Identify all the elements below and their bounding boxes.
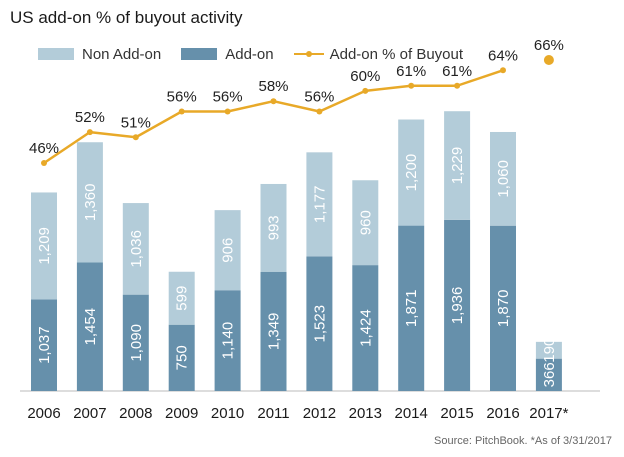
bar-addon: [306, 256, 333, 391]
bar-label-addon: 1,140: [220, 322, 237, 360]
pct-label: 56%: [304, 89, 334, 106]
bar-non-addon: [352, 180, 379, 266]
pct-label: 58%: [258, 78, 288, 95]
x-tick-label: 2012: [303, 405, 336, 422]
pct-point: [500, 67, 506, 74]
pct-label: 46%: [29, 140, 59, 157]
pct-label: 56%: [167, 89, 197, 106]
bar-label-addon: 1,454: [82, 308, 99, 346]
legend-label-addon: Add-on: [225, 45, 274, 63]
x-tick-label: 2007: [73, 405, 106, 422]
pct-point: [41, 160, 47, 166]
legend-label-pct: Add-on % of Buyout: [329, 45, 464, 63]
legend-item-non-addon: Non Add-on: [38, 46, 161, 63]
bar-label-addon: 1,349: [266, 313, 283, 351]
bar-addon: [168, 324, 195, 391]
bar-label-addon: 750: [174, 345, 191, 370]
bar-addon: [352, 265, 379, 391]
pct-label: 60%: [350, 68, 380, 85]
x-tick-label: 2014: [395, 405, 428, 422]
bar-label-non-addon: 960: [357, 210, 374, 235]
pct-point: [454, 82, 461, 89]
bar-non-addon: [122, 203, 149, 295]
bar-non-addon: [76, 142, 103, 263]
pct-label: 61%: [442, 63, 472, 80]
x-tick-label: 2015: [440, 405, 473, 422]
bar-label-non-addon: 1,036: [128, 230, 145, 268]
pct-point: [408, 82, 415, 89]
bar-label-non-addon: 1,177: [311, 186, 328, 224]
bar-label-non-addon: 190: [541, 338, 558, 363]
pct-point: [224, 108, 231, 115]
legend: Non Add-on Add-on Add-on % of Buyout: [38, 44, 483, 64]
pct-point: [178, 108, 185, 115]
bar-label-addon: 1,936: [449, 287, 466, 325]
bar-addon: [398, 225, 425, 391]
bar-label-non-addon: 1,209: [36, 227, 53, 265]
x-tick-label: 2010: [211, 405, 244, 422]
bar-label-non-addon: 1,200: [403, 154, 420, 192]
x-tick-label: 2017*: [529, 405, 568, 422]
pct-point: [362, 87, 369, 94]
bar-addon: [122, 294, 149, 391]
x-tick-label: 2009: [165, 405, 198, 422]
bar-non-addon: [31, 192, 57, 300]
bar-label-non-addon: 1,360: [82, 184, 99, 222]
bar-label-addon: 1,871: [403, 290, 420, 328]
legend-swatch-pct: [293, 48, 324, 60]
pct-label: 52%: [75, 109, 105, 126]
bar-non-addon: [214, 210, 241, 291]
bar-non-addon: [306, 152, 333, 257]
pct-point: [543, 55, 554, 65]
legend-item-addon: Add-on: [181, 45, 274, 63]
bar-non-addon: [444, 111, 471, 220]
pct-point: [316, 108, 323, 115]
pct-point: [270, 98, 277, 105]
bar-label-non-addon: 599: [174, 286, 191, 311]
x-tick-label: 2006: [27, 405, 60, 422]
bar-label-addon: 366: [541, 362, 558, 387]
bar-addon: [31, 299, 57, 391]
legend-swatch-addon: [181, 48, 218, 60]
pct-point: [86, 129, 93, 136]
bar-label-addon: 1,090: [128, 324, 145, 362]
bar-addon: [535, 358, 562, 391]
bar-non-addon: [168, 271, 195, 325]
pct-label: 61%: [396, 63, 426, 80]
bar-label-addon: 1,424: [357, 309, 374, 347]
source-note: Source: PitchBook. *As of 3/31/2017: [434, 435, 612, 447]
bar-addon: [76, 262, 103, 391]
bar-addon: [490, 225, 516, 391]
bar-non-addon: [490, 131, 516, 226]
pct-point: [132, 134, 139, 141]
x-tick-label: 2013: [349, 405, 382, 422]
legend-item-pct: Add-on % of Buyout: [293, 45, 464, 63]
bar-non-addon: [535, 341, 562, 359]
bar-label-non-addon: 993: [266, 215, 283, 240]
bar-label-addon: 1,870: [495, 290, 512, 328]
pct-label: 64%: [488, 47, 518, 64]
bar-non-addon: [260, 183, 287, 272]
x-tick-label: 2008: [119, 405, 152, 422]
bar-addon: [214, 290, 241, 391]
x-tick-label: 2016: [486, 405, 519, 422]
pct-label: 56%: [213, 89, 243, 106]
legend-swatch-non-addon: [38, 48, 74, 60]
bar-label-addon: 1,037: [36, 326, 53, 364]
bar-label-non-addon: 1,229: [449, 147, 466, 185]
x-tick-label: 2011: [257, 405, 289, 422]
bar-addon: [444, 219, 471, 391]
bar-addon: [260, 271, 287, 391]
bar-non-addon: [398, 119, 425, 226]
bar-label-non-addon: 906: [220, 238, 237, 263]
bar-label-non-addon: 1,060: [495, 160, 512, 198]
bar-label-addon: 1,523: [311, 305, 328, 343]
pct-label: 51%: [121, 114, 151, 131]
pct-label: 66%: [534, 37, 564, 54]
legend-label-non-addon: Non Add-on: [82, 45, 162, 63]
chart-title: US add-on % of buyout activity: [10, 8, 243, 27]
